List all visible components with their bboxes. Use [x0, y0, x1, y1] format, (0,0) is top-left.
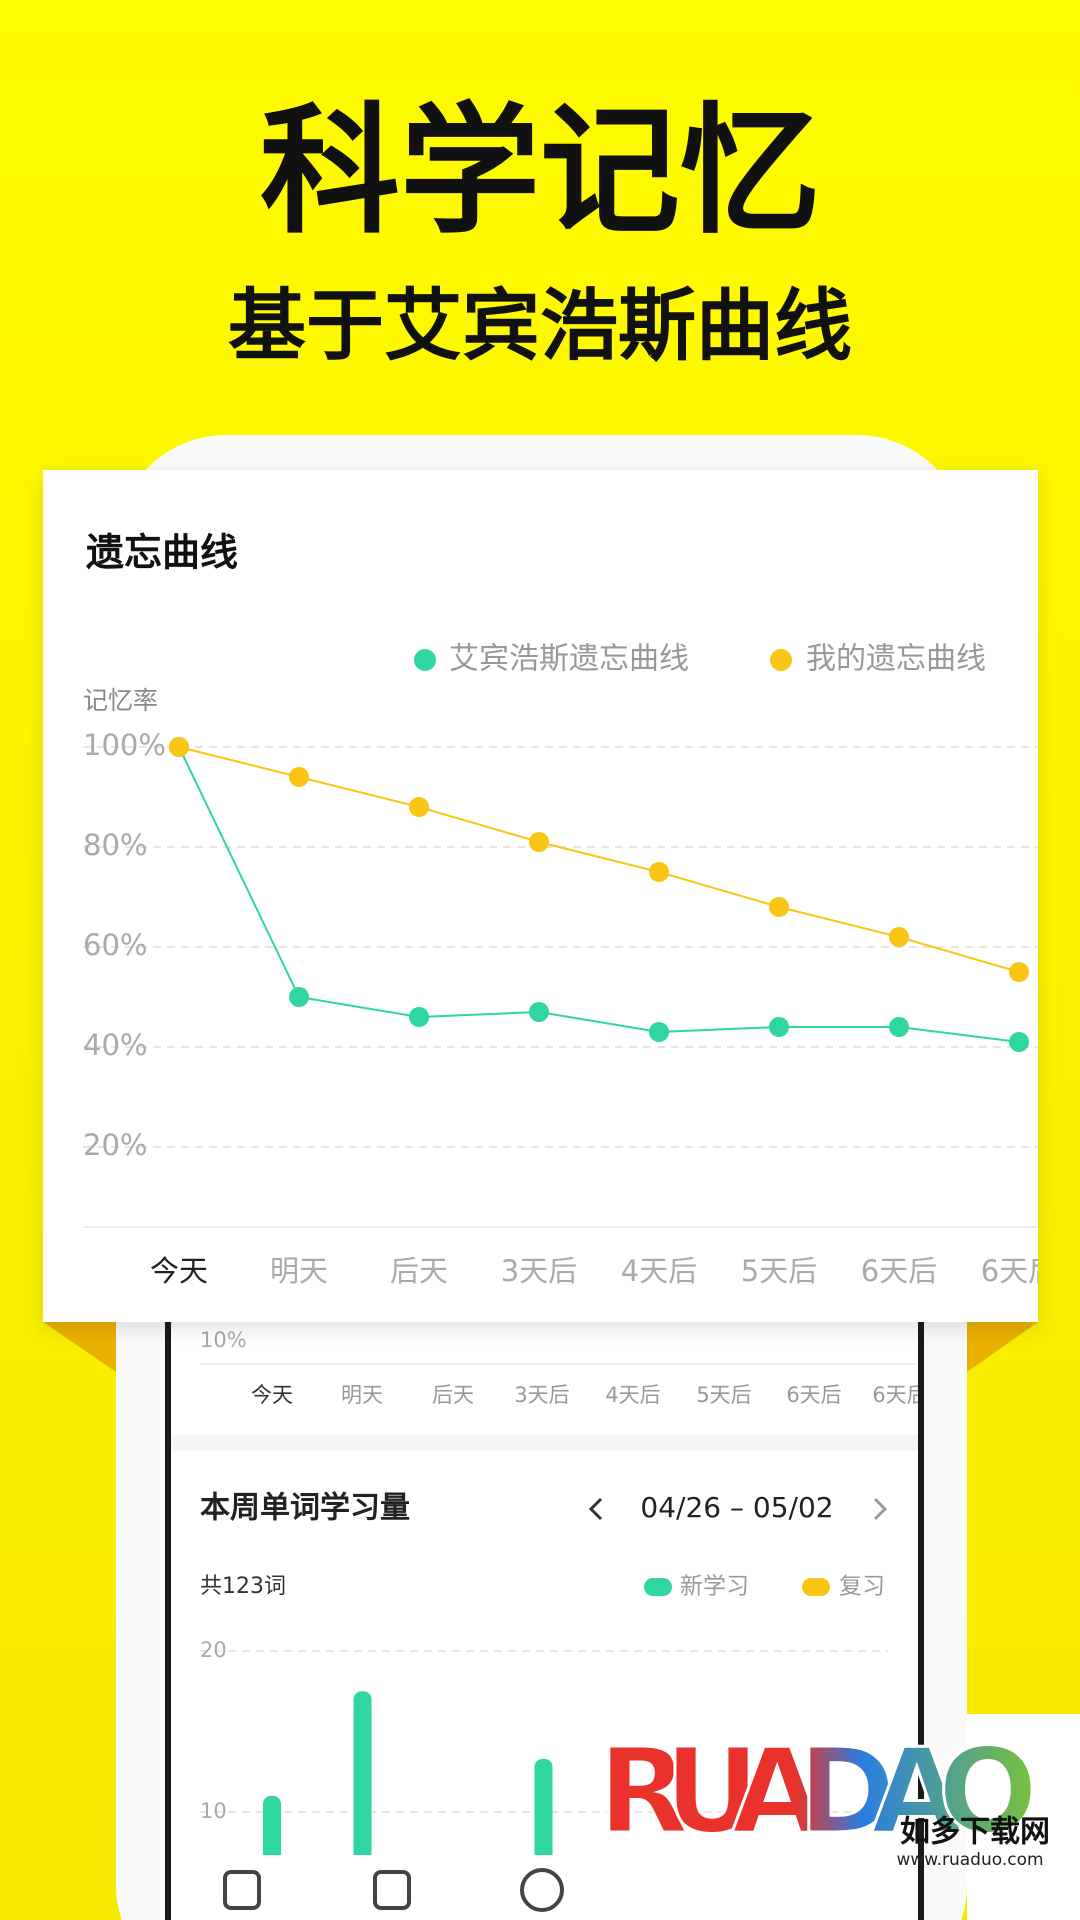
nav-stats[interactable]	[520, 1868, 564, 1912]
legend-swatch	[414, 649, 436, 671]
date-range: 04/26 – 05/02	[640, 1491, 833, 1524]
watermark-bg	[967, 1714, 1080, 1920]
next-week[interactable]	[873, 1497, 888, 1521]
x-tick-label: 4天后	[621, 1254, 697, 1288]
legend-label: 复习	[839, 1574, 885, 1600]
data-point	[1009, 962, 1029, 982]
watermark-url: www.ruaduo.com	[896, 1850, 1043, 1870]
x-tick-label: 明天	[270, 1254, 328, 1288]
legend-label: 我的遗忘曲线	[806, 642, 986, 677]
data-point	[169, 737, 189, 757]
phone-frame	[165, 1300, 171, 1920]
data-point	[289, 767, 309, 787]
data-point	[889, 927, 909, 947]
plot: 今天 明天 后天 3天后 4天后 5天后 6天后 6天后	[83, 737, 1057, 1288]
total-label: 共123词	[200, 1574, 286, 1599]
data-point	[529, 1002, 549, 1022]
data-point	[649, 862, 669, 882]
data-point	[1009, 1032, 1029, 1052]
card-title: 遗忘曲线	[86, 531, 238, 575]
series-line	[178, 746, 1020, 973]
phone-content: 10% 本周单词学习量 04/26 – 05/02 共123词 10 20 新学习 复…	[171, 1328, 927, 1855]
card: 遗忘曲线 记忆率 今天 明天 后天 3天后 4天后 5天后 6天后 6天后 20% 40% 60%…	[43, 470, 1057, 1322]
section-divider	[171, 1435, 918, 1451]
legend-label: 艾宾浩斯遗忘曲线	[449, 642, 689, 677]
data-point	[769, 897, 789, 917]
headline: 科学记忆	[260, 91, 820, 254]
card-bg	[43, 470, 1038, 1322]
bar	[263, 1795, 281, 1855]
data-point	[289, 987, 309, 1007]
nav-book[interactable]	[223, 1870, 261, 1910]
sub-headline: 基于艾宾浩斯曲线	[228, 281, 852, 371]
bg-day-label: 3天后	[514, 1383, 569, 1407]
bg-day-label: 6天后	[872, 1383, 927, 1407]
data-point	[409, 1007, 429, 1027]
data-point	[649, 1022, 669, 1042]
watermark-name: 如多下载网	[900, 1815, 1050, 1850]
legend-swatch	[770, 649, 792, 671]
bg-day-label: 今天	[251, 1383, 293, 1407]
data-point	[889, 1017, 909, 1037]
y-tick-label: 60%	[83, 928, 147, 962]
data-point	[529, 832, 549, 852]
y-tick-label: 80%	[83, 828, 147, 862]
section-title: 本周单词学习量	[200, 1491, 410, 1526]
x-tick-label: 今天	[150, 1254, 208, 1288]
corner-shade	[967, 1322, 1038, 1372]
bg-tick-label: 10%	[200, 1328, 247, 1352]
bg-day-label: 6天后	[786, 1383, 841, 1407]
y-tick-label: 20	[200, 1638, 227, 1662]
legend-label: 新学习	[680, 1574, 749, 1600]
phone-frame	[918, 1300, 924, 1920]
data-point	[769, 1017, 789, 1037]
bg-day-label: 5天后	[696, 1383, 751, 1407]
y-tick-label: 20%	[83, 1128, 147, 1162]
watermark-logo: RUADAO	[598, 1722, 1038, 1860]
bg-day-label: 明天	[341, 1383, 383, 1407]
series-line	[178, 746, 1020, 1043]
prev-week[interactable]	[588, 1497, 603, 1521]
watermark: RUADAO 如多下载网 www.ruaduo.com	[597, 1714, 1080, 1920]
y-axis-label: 记忆率	[83, 686, 158, 715]
y-tick-label: 40%	[83, 1028, 147, 1062]
y-tick-label: 10	[200, 1799, 227, 1823]
x-tick-label: 6天后	[861, 1254, 937, 1288]
bg-day-label: 4天后	[605, 1383, 660, 1407]
x-tick-label: 后天	[390, 1254, 448, 1288]
legend-swatch	[802, 1578, 830, 1596]
corner-shade	[43, 1322, 116, 1372]
y-tick-label: 100%	[83, 728, 166, 762]
nav-icons	[223, 1868, 564, 1912]
x-tick-label: 3天后	[501, 1254, 577, 1288]
x-tick-label: 6天后	[981, 1254, 1057, 1288]
data-point	[409, 797, 429, 817]
bg-day-label: 后天	[432, 1383, 474, 1407]
legend-swatch	[644, 1578, 672, 1596]
nav-calendar[interactable]	[373, 1870, 411, 1910]
bar	[353, 1691, 372, 1855]
bar	[534, 1758, 553, 1855]
x-tick-label: 5天后	[741, 1254, 817, 1288]
